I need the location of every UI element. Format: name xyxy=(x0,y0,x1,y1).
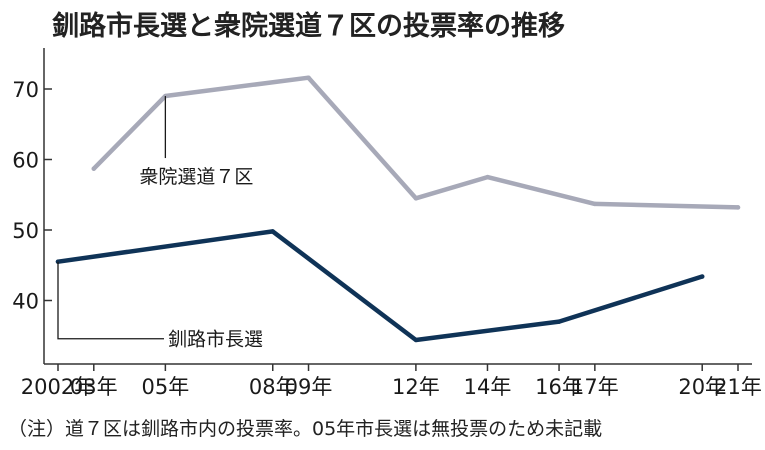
data-point xyxy=(91,166,96,171)
y-tick-label: 40 xyxy=(12,290,39,314)
series-label-1: 釧路市長選 xyxy=(168,329,263,351)
series-label-0: 衆院選道７区 xyxy=(139,166,253,188)
y-tick-label: 70 xyxy=(12,78,39,102)
x-tick-label: 09年 xyxy=(285,375,333,399)
x-tick-label: 17年 xyxy=(571,375,619,399)
x-tick-label: 05年 xyxy=(142,375,190,399)
data-point xyxy=(700,274,705,279)
data-point xyxy=(556,319,562,324)
data-point xyxy=(592,201,598,207)
data-point xyxy=(413,337,419,343)
x-tick-label: 12年 xyxy=(392,375,440,399)
x-tick-label: 08年 xyxy=(249,375,297,399)
data-point xyxy=(270,229,275,234)
x-tick-label: 03年 xyxy=(70,375,118,399)
y-tick-label: 50 xyxy=(12,219,39,243)
x-tick-label: 21年 xyxy=(714,375,762,399)
x-tick-label: 2002年 xyxy=(21,375,95,399)
data-point xyxy=(485,174,490,180)
x-tick-label: 16年 xyxy=(535,375,583,399)
chart-footnote: （注）道７区は釧路市内の投票率。05年市長選は無投票のため未記載 xyxy=(8,418,603,440)
y-tick-label: 60 xyxy=(12,149,39,173)
series-line-1 xyxy=(55,229,705,343)
x-tick-label: 20年 xyxy=(678,375,726,399)
leader-line-series-1 xyxy=(57,261,164,340)
chart-title: 釧路市長選と衆院選道７区の投票率の推移 xyxy=(52,11,565,42)
x-tick-label: 14年 xyxy=(464,375,512,399)
data-point xyxy=(413,196,419,201)
series-layer xyxy=(55,75,741,343)
data-point xyxy=(55,259,61,264)
data-point xyxy=(306,75,311,80)
data-point xyxy=(735,205,741,210)
